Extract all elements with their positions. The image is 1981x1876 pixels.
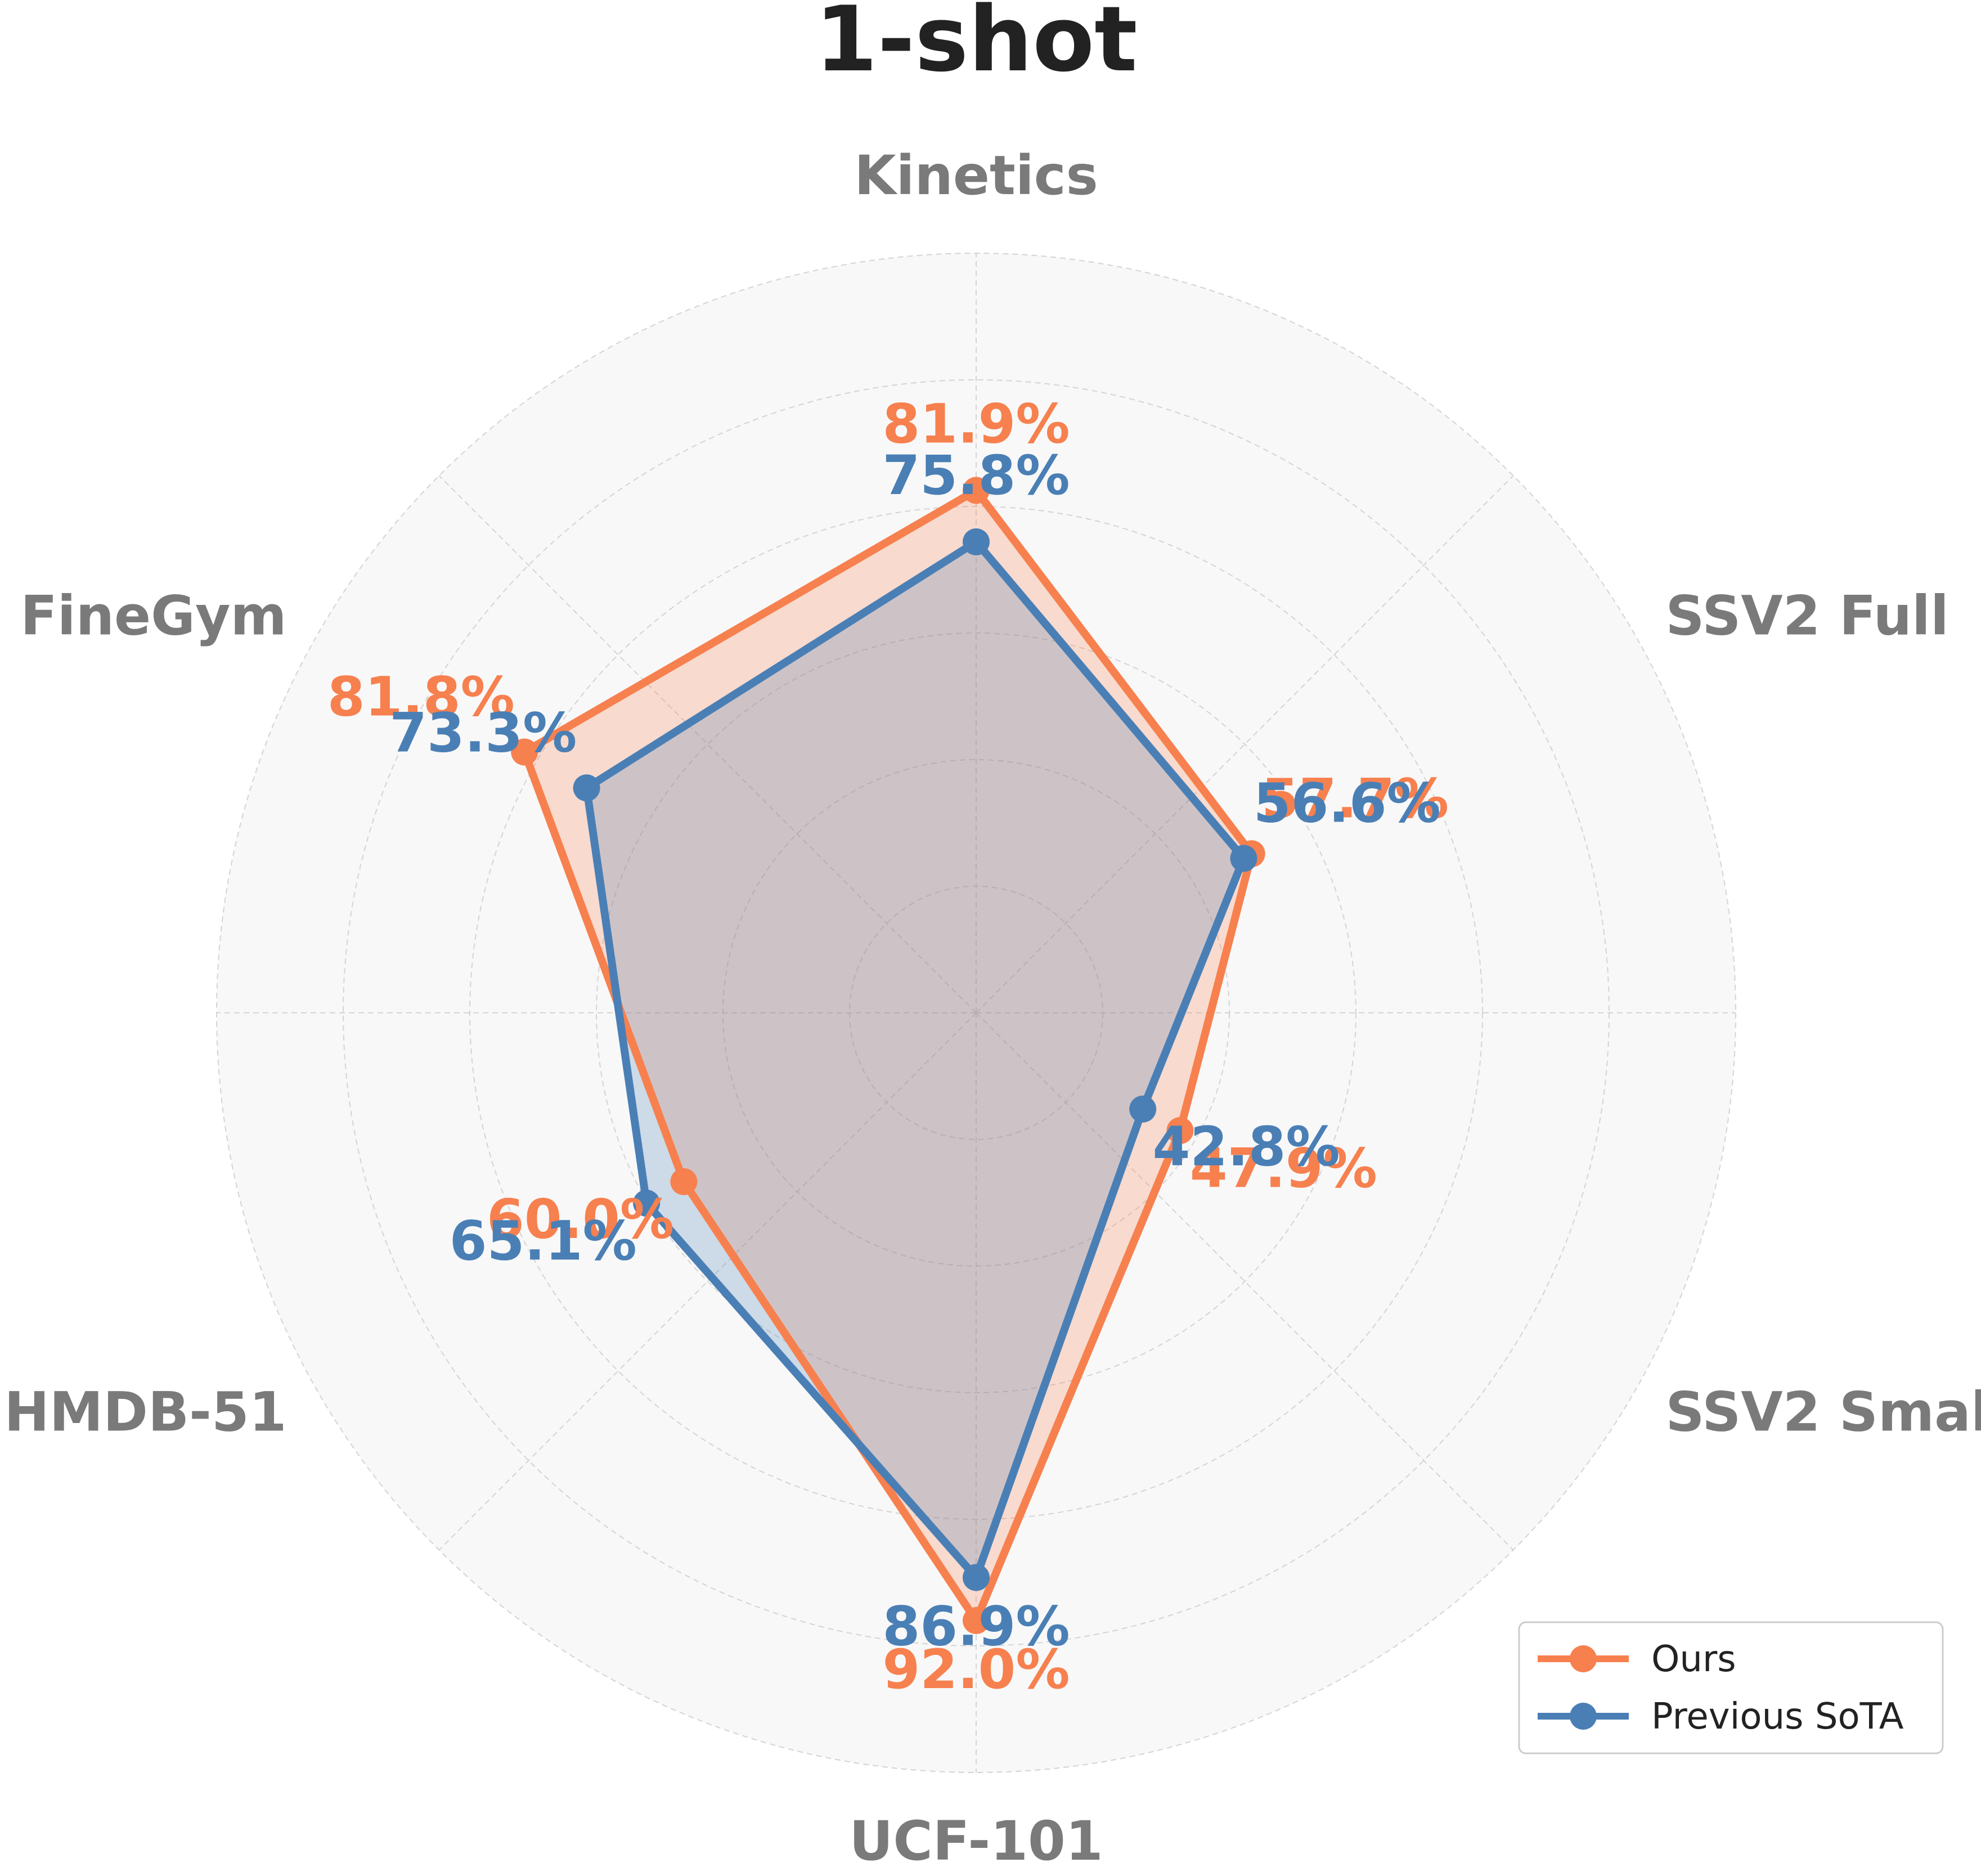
legend-box [1518,1621,1944,1754]
axis-label-hmdb-51: HMDB-51 [4,1381,286,1444]
legend-label-previous-sota: Previous SoTA [1651,1696,1904,1738]
point-previous-sota-kinetics [963,528,990,555]
value-label-previous-sota-ssv2-full: 56.6% [1254,772,1441,835]
value-label-previous-sota-ssv2-small: 42.8% [1153,1115,1340,1178]
grid-spoke [438,1012,977,1551]
data-points [511,477,1265,1634]
axis-label-ucf-101: UCF-101 [849,1810,1103,1873]
value-label-ours-kinetics: 81.9% [882,393,1070,456]
point-previous-sota-ssv2-full [1230,845,1257,872]
grid-ring [469,506,1483,1520]
point-ours-hmdb-51 [670,1168,698,1195]
point-previous-sota-ucf-101 [963,1564,990,1591]
grid-spoke [438,475,977,1013]
legend-marker-previous-sota [1570,1703,1597,1730]
axis-labels: Kinetics SSV2 Full SSV2 Small UCF-101 HMDB-5… [4,144,1981,1873]
point-ours-ucf-101 [963,1607,990,1634]
point-ours-finegym [511,738,538,766]
point-previous-sota-ssv2-small [1129,1096,1157,1123]
value-label-ours-ssv2-small: 47.9% [1190,1137,1377,1200]
grid-spoke [976,475,1514,1013]
legend: Ours Previous SoTA [1518,1621,1944,1754]
axis-label-ssv2-small: SSV2 Small [1665,1381,1981,1444]
legend-marker-ours [1570,1645,1597,1672]
value-label-ours-ucf-101: 92.0% [882,1638,1070,1701]
value-label-ours-ssv2-full: 57.7% [1261,767,1449,830]
value-label-previous-sota-ucf-101: 86.9% [882,1595,1070,1658]
value-labels: 81.9% 57.7% 47.9% 92.0% 60.0% 81.8% 75.8% 56.6%… [327,393,1449,1702]
point-ours-kinetics [963,477,990,504]
value-label-previous-sota-kinetics: 75.8% [882,444,1070,507]
value-label-previous-sota-finegym: 73.3% [389,701,577,764]
value-label-ours-finegym: 81.8% [327,666,515,729]
axis-label-ssv2-full: SSV2 Full [1665,585,1948,648]
point-previous-sota-finegym [573,774,600,802]
chart-title: 1-shot [815,0,1137,92]
series-area-ours [524,490,1252,1621]
value-label-previous-sota-hmdb-51: 65.1% [450,1209,637,1272]
point-previous-sota-hmdb-51 [633,1190,661,1217]
grid [216,253,1736,1773]
grid-ring [596,632,1356,1393]
axis-label-kinetics: Kinetics [854,144,1098,207]
axis-label-finegym: FineGym [20,585,286,648]
grid-spoke [976,1012,1514,1551]
value-label-ours-hmdb-51: 60.0% [487,1188,674,1251]
point-ours-ssv2-small [1166,1117,1194,1145]
legend-label-ours: Ours [1651,1639,1736,1680]
